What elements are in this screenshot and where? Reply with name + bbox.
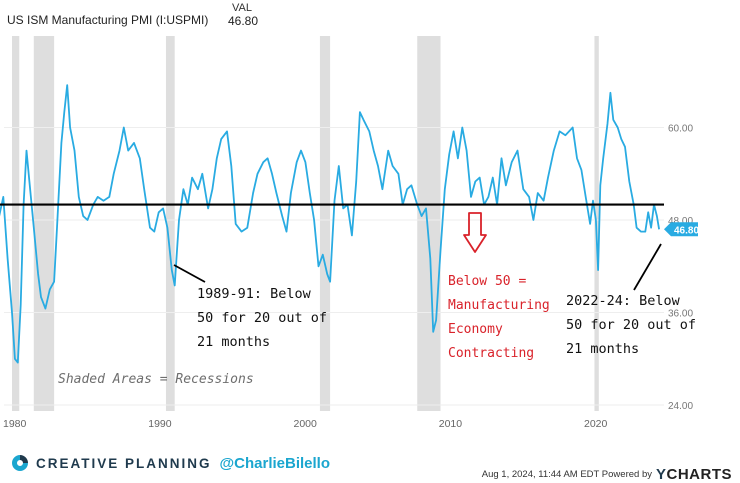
left-note-line: 1989-91: Below — [197, 286, 312, 302]
left-note-line: 50 for 20 out of — [197, 310, 327, 326]
ycharts-logo-rest: CHARTS — [666, 466, 732, 483]
timestamp: Aug 1, 2024, 11:44 AM EDT Powered by — [481, 469, 652, 480]
value-column-header: VAL — [232, 2, 252, 14]
recession-band — [319, 36, 331, 411]
recession-band — [33, 36, 55, 411]
x-tick-label: 1980 — [3, 418, 27, 430]
y-tick-label: 48.00 — [668, 216, 693, 227]
creative-planning-logo-icon — [12, 455, 28, 471]
current-value: 46.80 — [228, 14, 259, 28]
x-tick-label: 2020 — [584, 418, 608, 430]
right-note-line: 2022-24: Below — [566, 293, 681, 309]
down-arrow-icon — [463, 212, 487, 253]
footer-brand: CREATIVE PLANNING @CharlieBilello — [10, 453, 330, 473]
series-name: US ISM Manufacturing PMI (I:USPMI) — [7, 13, 209, 27]
x-tick-label: 1990 — [148, 418, 172, 430]
recession-band — [12, 36, 20, 411]
recession-band — [417, 36, 441, 411]
twitter-handle: @CharlieBilello — [219, 454, 331, 472]
x-tick-label: 2010 — [439, 418, 463, 430]
right-note-line: 21 months — [566, 341, 639, 357]
middle-note-line: Contracting — [448, 346, 534, 361]
ycharts-logo: YCHARTS — [656, 466, 732, 483]
right-note-pointer — [633, 243, 662, 291]
y-tick-label: 60.00 — [668, 124, 693, 135]
right-note-line: 50 for 20 out of — [566, 317, 696, 333]
middle-note-line: Economy — [448, 322, 503, 337]
last-value-tag — [664, 222, 698, 237]
pmi-series-line — [0, 84, 660, 364]
x-tick-label: 2000 — [294, 418, 318, 430]
source-credit: Aug 1, 2024, 11:44 AM EDT Powered by YCH… — [482, 466, 732, 483]
left-note-line: 21 months — [197, 334, 270, 350]
y-tick-label: 24.00 — [668, 401, 693, 412]
y-tick-label: 36.00 — [668, 309, 693, 320]
middle-note-line: Manufacturing — [448, 298, 550, 313]
left-note-pointer — [173, 264, 206, 283]
brand-name: CREATIVE PLANNING — [36, 455, 212, 471]
shaded-areas-note: Shaded Areas = Recessions — [58, 372, 254, 387]
ycharts-logo-y: Y — [655, 466, 667, 483]
recession-band — [165, 36, 175, 411]
chart-header: US ISM Manufacturing PMI (I:USPMI) VAL 4… — [0, 0, 740, 34]
last-value-label: 46.80 — [674, 225, 699, 236]
middle-note-line: Below 50 = — [448, 274, 526, 289]
